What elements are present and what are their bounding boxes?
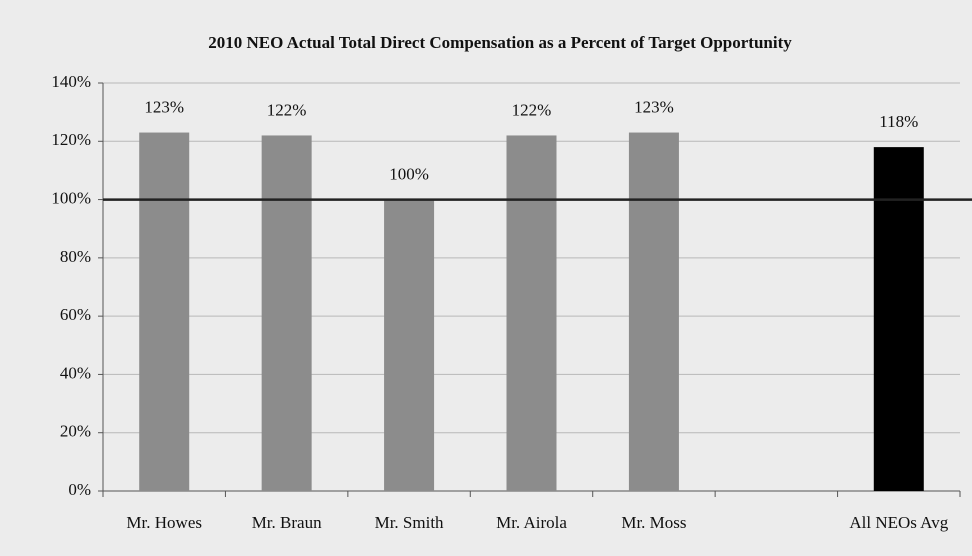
y-tick-label: 40% xyxy=(60,363,91,382)
x-tick-label: Mr. Braun xyxy=(252,513,322,532)
chart-title: 2010 NEO Actual Total Direct Compensatio… xyxy=(208,33,792,52)
x-tick-label: Mr. Airola xyxy=(496,513,567,532)
x-tick-label: All NEOs Avg xyxy=(849,513,948,532)
x-tick-label: Mr. Moss xyxy=(621,513,686,532)
value-label: 118% xyxy=(879,112,918,131)
value-label: 122% xyxy=(512,100,552,119)
x-tick-label: Mr. Howes xyxy=(126,513,202,532)
x-tick-label: Mr. Smith xyxy=(375,513,444,532)
value-label: 122% xyxy=(267,100,307,119)
value-label: 100% xyxy=(389,164,429,183)
y-tick-label: 80% xyxy=(60,247,91,266)
y-tick-label: 100% xyxy=(51,188,91,207)
y-tick-label: 20% xyxy=(60,422,91,441)
bar xyxy=(873,147,924,491)
y-tick-label: 0% xyxy=(68,480,91,499)
value-label: 123% xyxy=(634,97,674,116)
y-tick-label: 140% xyxy=(51,72,91,91)
bar xyxy=(628,132,679,492)
bar xyxy=(384,199,435,492)
y-tick-label: 120% xyxy=(51,130,91,149)
bar xyxy=(261,135,312,491)
bar xyxy=(139,132,190,492)
bar xyxy=(506,135,557,491)
y-tick-label: 60% xyxy=(60,305,91,324)
value-label: 123% xyxy=(144,97,184,116)
